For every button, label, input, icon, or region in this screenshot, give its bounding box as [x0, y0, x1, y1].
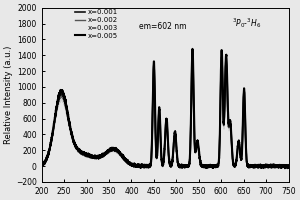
Text: em=602 nm: em=602 nm	[139, 22, 186, 31]
Y-axis label: Relative Intensity (a.u.): Relative Intensity (a.u.)	[4, 46, 13, 144]
Text: $^{3}P_{0}$-$^{3}H_{6}$: $^{3}P_{0}$-$^{3}H_{6}$	[232, 16, 261, 30]
Legend: x=0.001, x=0.002, x=0.003, x=0.005: x=0.001, x=0.002, x=0.003, x=0.005	[75, 9, 118, 39]
